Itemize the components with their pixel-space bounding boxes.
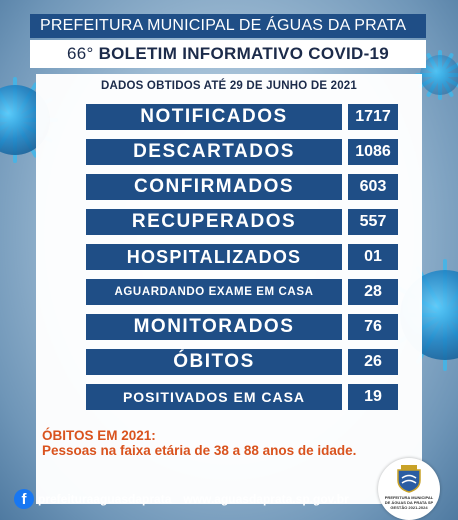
stat-value: 1086 (348, 139, 398, 165)
facebook-handle-link[interactable]: prefeituraaguasdaprata (38, 492, 172, 506)
stat-value: 01 (348, 244, 398, 270)
website-link[interactable]: www.aguasdaprata.sp.gov.br (183, 492, 349, 506)
bulletin-title-text: BOLETIM INFORMATIVO COVID-19 (98, 44, 390, 63)
date-line: DADOS OBTIDOS ATÉ 29 DE JUNHO DE 2021 (101, 80, 357, 92)
stat-value: 19 (348, 384, 398, 410)
stat-label: POSITIVADOS EM CASA (86, 384, 342, 410)
deaths-note-text: Pessoas na faixa etária de 38 a 88 anos … (42, 443, 357, 458)
stat-label: MONITORADOS (86, 314, 342, 340)
stat-label: CONFIRMADOS (86, 174, 342, 200)
stat-label: HOSPITALIZADOS (86, 244, 342, 270)
stat-label: RECUPERADOS (86, 209, 342, 235)
seal-text-line: GESTÃO 2021-2024 (390, 505, 428, 510)
stat-value: 557 (348, 209, 398, 235)
stats-panel: DADOS OBTIDOS ATÉ 29 DE JUNHO DE 2021 NO… (36, 74, 422, 504)
deaths-note-title: ÓBITOS EM 2021: (42, 428, 156, 443)
seal-text: PREFEITURA MUNICIPAL DE ÁGUAS DA PRATA S… (378, 495, 440, 510)
municipal-crest-icon (397, 465, 421, 493)
stat-label: ÓBITOS (86, 349, 342, 375)
header-title: PREFEITURA MUNICIPAL DE ÁGUAS DA PRATA S… (30, 14, 426, 58)
seal-text-line: DE ÁGUAS DA PRATA SP (384, 500, 434, 505)
stat-label: DESCARTADOS (86, 139, 342, 165)
stat-label: NOTIFICADOS (86, 104, 342, 130)
stat-value: 603 (348, 174, 398, 200)
facebook-icon[interactable]: f (14, 489, 34, 509)
bulletin-title: 66° BOLETIM INFORMATIVO COVID-19 (30, 40, 426, 68)
virus-illustration-top-right (415, 50, 458, 100)
footer: f prefeituraaguasdaprata www.aguasdaprat… (14, 488, 349, 510)
municipal-seal: PREFEITURA MUNICIPAL DE ÁGUAS DA PRATA S… (378, 458, 440, 520)
stat-value: 76 (348, 314, 398, 340)
seal-text-line: PREFEITURA MUNICIPAL (384, 495, 434, 500)
stat-value: 1717 (348, 104, 398, 130)
stat-label: AGUARDANDO EXAME EM CASA (86, 279, 342, 305)
bulletin-number: 66° (66, 44, 94, 63)
stat-value: 28 (348, 279, 398, 305)
stat-value: 26 (348, 349, 398, 375)
